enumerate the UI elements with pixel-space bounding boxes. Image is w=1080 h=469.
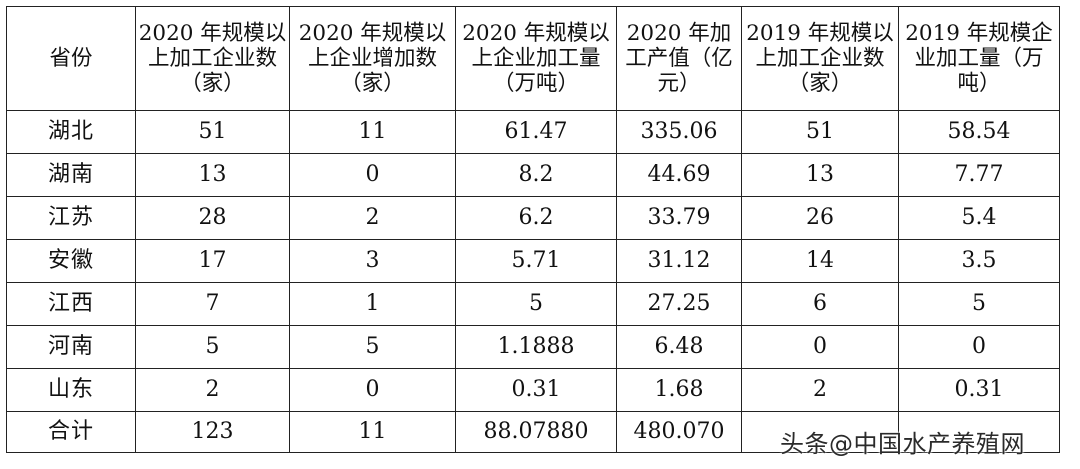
header-row: 省份 2020 年规模以上加工企业数（家） 2020 年规模以上企业增加数（家）… [6,6,1060,111]
cell: 0.31 [898,368,1060,412]
cell [898,411,1060,453]
cell: 61.47 [455,110,617,154]
cell: 2 [289,196,456,240]
cell: 31.12 [616,239,742,283]
header-2020-enterprises: 2020 年规模以上加工企业数（家） [135,6,290,111]
header-2019-processing-volume: 2019 年规模企业加工量（万吨） [898,6,1060,111]
table-row: 湖南 13 0 8.2 44.69 13 7.77 [6,153,1060,197]
cell: 5 [289,325,456,369]
cell: 0 [741,325,899,369]
cell: 8.2 [455,153,617,197]
cell-province: 湖北 [6,110,136,154]
cell-province: 河南 [6,325,136,369]
cell: 11 [289,411,456,453]
table-row: 安徽 17 3 5.71 31.12 14 3.5 [6,239,1060,283]
cell: 123 [135,411,290,453]
header-2019-enterprises: 2019 年规模以上加工企业数（家） [741,6,899,111]
cell-province: 江西 [6,282,136,326]
header-2020-enterprise-increase: 2020 年规模以上企业增加数（家） [289,6,456,111]
cell: 2 [741,368,899,412]
cell: 11 [289,110,456,154]
cell: 6.2 [455,196,617,240]
cell: 7 [135,282,290,326]
cell: 1.1888 [455,325,617,369]
cell-total-label: 合计 [6,411,136,453]
cell: 6.48 [616,325,742,369]
cell: 0.31 [455,368,617,412]
cell: 26 [741,196,899,240]
cell: 6 [741,282,899,326]
cell: 27.25 [616,282,742,326]
header-province: 省份 [6,6,136,111]
header-2020-processing-volume: 2020 年规模以上企业加工量（万吨） [455,6,617,111]
data-table: 省份 2020 年规模以上加工企业数（家） 2020 年规模以上企业增加数（家）… [6,6,1060,453]
cell: 33.79 [616,196,742,240]
total-row: 合计 123 11 88.07880 480.070 [6,411,1060,453]
watermark: 头条@中国水产养殖网 [780,430,1025,458]
cell: 88.07880 [455,411,617,453]
cell: 3 [289,239,456,283]
cell: 13 [135,153,290,197]
cell-province: 山东 [6,368,136,412]
cell: 5.4 [898,196,1060,240]
table-row: 江苏 28 2 6.2 33.79 26 5.4 [6,196,1060,240]
cell: 3.5 [898,239,1060,283]
cell: 5 [455,282,617,326]
cell: 44.69 [616,153,742,197]
cell-province: 江苏 [6,196,136,240]
cell: 17 [135,239,290,283]
table-row: 湖北 51 11 61.47 335.06 51 58.54 [6,110,1060,154]
cell: 13 [741,153,899,197]
cell: 0 [289,153,456,197]
cell: 480.070 [616,411,742,453]
cell-province: 湖南 [6,153,136,197]
cell-province: 安徽 [6,239,136,283]
table-row: 山东 2 0 0.31 1.68 2 0.31 [6,368,1060,412]
cell: 51 [741,110,899,154]
table-row: 河南 5 5 1.1888 6.48 0 0 [6,325,1060,369]
cell: 335.06 [616,110,742,154]
table-row: 江西 7 1 5 27.25 6 5 [6,282,1060,326]
header-2020-output-value: 2020 年加工产值（亿元） [616,6,742,111]
cell: 1 [289,282,456,326]
cell: 58.54 [898,110,1060,154]
cell: 1.68 [616,368,742,412]
cell: 2 [135,368,290,412]
cell: 5.71 [455,239,617,283]
cell: 51 [135,110,290,154]
cell: 5 [135,325,290,369]
cell: 14 [741,239,899,283]
cell: 7.77 [898,153,1060,197]
cell: 0 [898,325,1060,369]
cell: 28 [135,196,290,240]
cell: 0 [289,368,456,412]
cell: 5 [898,282,1060,326]
cell [741,411,899,453]
